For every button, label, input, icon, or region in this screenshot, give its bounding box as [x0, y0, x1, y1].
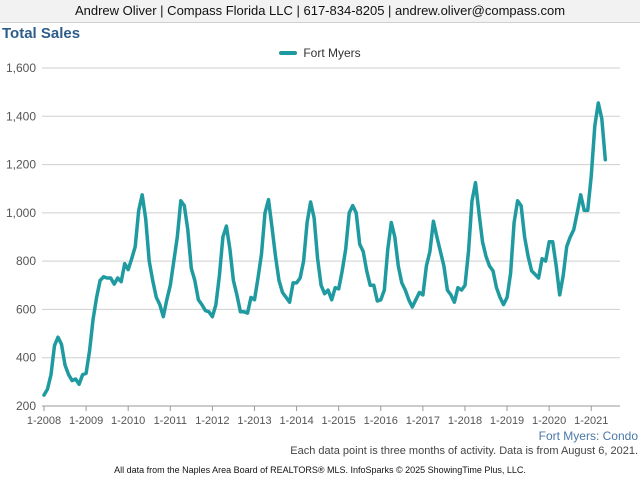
- x-tick-label: 1-2018: [448, 415, 482, 427]
- series-line: [42, 101, 608, 397]
- x-axis-ticks: 1-2008 1-2009 1-2010 1-2011 1-2012 1-2013 1-20…: [27, 406, 608, 427]
- series-lines: [42, 101, 608, 397]
- x-tick-label: 1-2021: [574, 415, 608, 427]
- legend-swatch: [279, 50, 298, 55]
- x-tick-label: 1-2020: [532, 415, 566, 427]
- y-tick-label: 800: [16, 254, 36, 268]
- y-tick-label: 600: [16, 302, 36, 316]
- footer-credit: All data from the Naples Area Board of R…: [114, 465, 526, 475]
- x-tick-label: 1-2017: [406, 415, 440, 427]
- x-tick-label: 1-2019: [490, 415, 524, 427]
- x-tick-label: 1-2014: [279, 415, 313, 427]
- series-caption: Fort Myers: Condo: [538, 429, 638, 443]
- y-tick-label: 1,000: [6, 206, 36, 220]
- y-tick-label: 200: [16, 399, 36, 413]
- y-tick-label: 1,600: [6, 61, 36, 75]
- x-tick-label: 1-2012: [195, 415, 229, 427]
- x-tick-label: 1-2015: [322, 415, 356, 427]
- x-tick-label: 1-2011: [154, 415, 187, 427]
- chart-legend[interactable]: Fort Myers: [0, 46, 640, 60]
- contact-banner: Andrew Oliver | Compass Florida LLC | 61…: [0, 0, 640, 23]
- y-tick-label: 400: [16, 351, 36, 365]
- x-tick-label: 1-2009: [69, 415, 103, 427]
- data-note: Each data point is three months of activ…: [290, 445, 638, 457]
- chart-title: Total Sales: [2, 25, 81, 42]
- x-tick-label: 1-2016: [364, 415, 398, 427]
- y-tick-label: 1,400: [6, 109, 36, 123]
- x-tick-label: 1-2008: [27, 415, 61, 427]
- x-tick-label: 1-2010: [111, 415, 145, 427]
- gridlines: [42, 67, 620, 407]
- y-axis-ticks: 200 400 600 800 1,000 1,200 1,400 1,600: [6, 61, 36, 413]
- legend-label: Fort Myers: [303, 46, 361, 60]
- x-tick-label: 1-2013: [237, 415, 271, 427]
- y-tick-label: 1,200: [6, 158, 36, 172]
